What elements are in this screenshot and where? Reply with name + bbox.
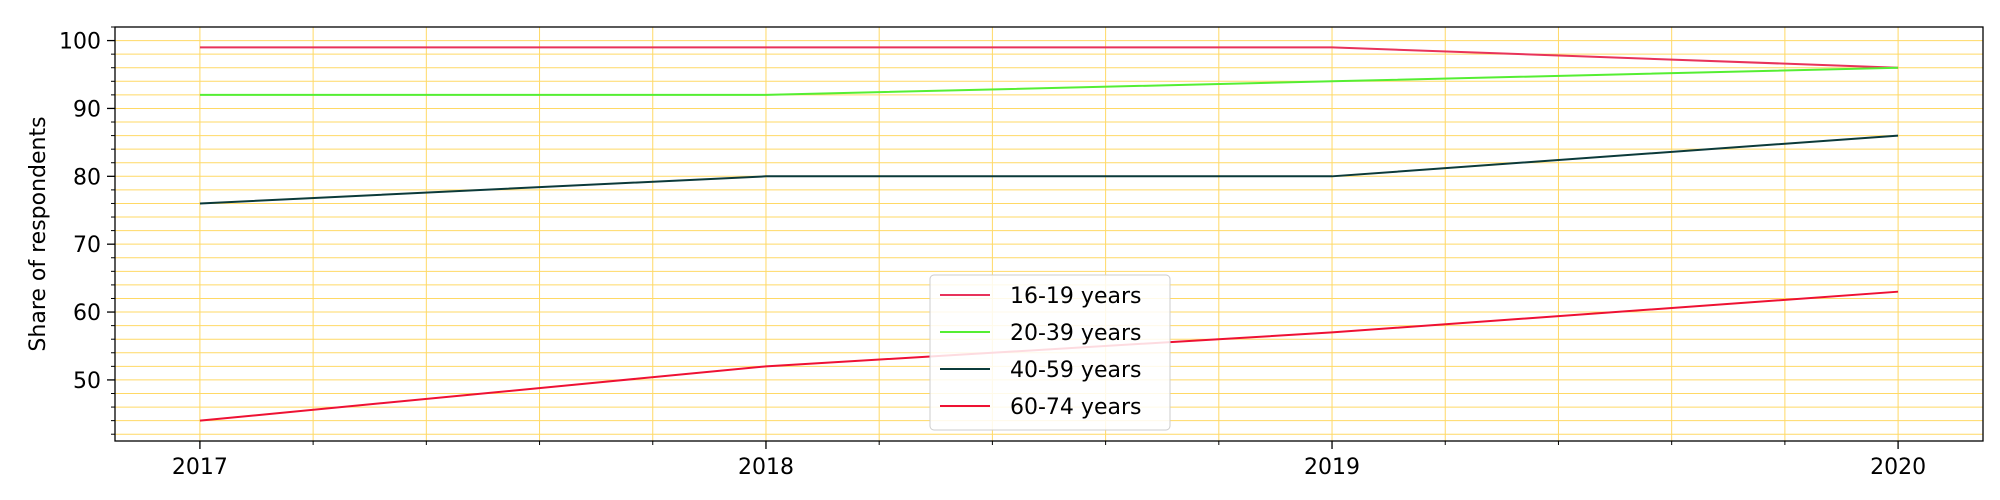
x-tick-label: 2017 bbox=[172, 455, 228, 480]
x-tick-label: 2018 bbox=[738, 455, 794, 480]
series-line-0 bbox=[199, 46, 1899, 69]
x-tick-label: 2019 bbox=[1304, 455, 1360, 480]
legend-label: 60-74 years bbox=[1010, 395, 1141, 420]
axes: 50 60 70 80 90 100 2017 2018 2019 2020 bbox=[59, 26, 1926, 480]
legend-label: 16-19 years bbox=[1010, 284, 1141, 309]
plot-frame bbox=[114, 26, 1984, 442]
legend-label: 40-59 years bbox=[1010, 358, 1141, 383]
legend: 16-19 years 20-39 years 40-59 years 60-74 y… bbox=[929, 274, 1171, 431]
y-axis-label: Share of respondents bbox=[26, 116, 51, 351]
y-tick-label: 100 bbox=[59, 30, 101, 55]
series-line-1 bbox=[199, 66, 1899, 96]
series-line-2 bbox=[199, 134, 1899, 205]
x-tick-label: 2020 bbox=[1870, 455, 1926, 480]
y-tick-label: 50 bbox=[73, 369, 101, 394]
y-tick-label: 70 bbox=[73, 233, 101, 258]
legend-label: 20-39 years bbox=[1010, 321, 1141, 346]
y-tick-label: 90 bbox=[73, 97, 101, 122]
legend-box bbox=[929, 274, 1171, 431]
y-tick-label: 60 bbox=[73, 301, 101, 326]
y-tick-label: 80 bbox=[73, 165, 101, 190]
